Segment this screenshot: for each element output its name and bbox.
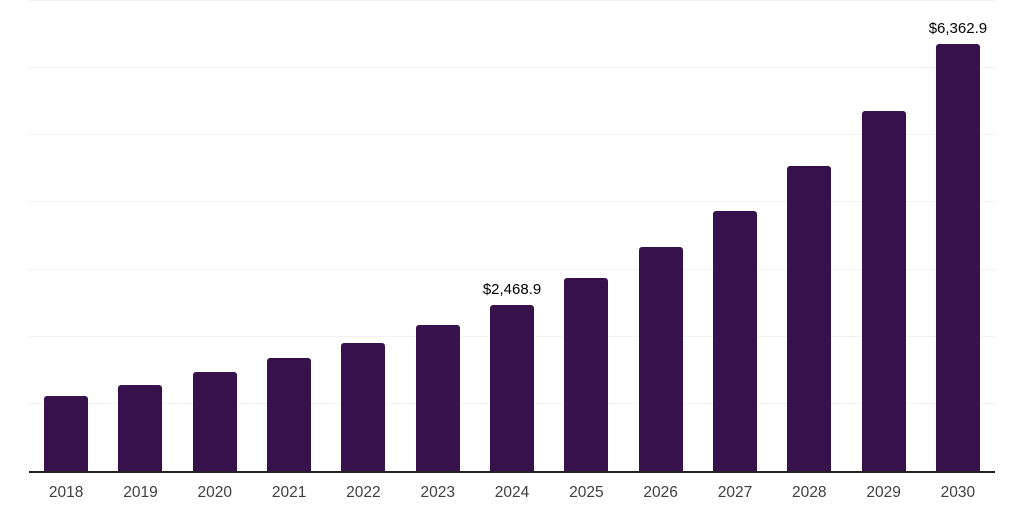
- gridline-3000: [29, 268, 995, 270]
- x-tick-label-2026: 2026: [643, 484, 678, 501]
- bar-slot-2020: [178, 1, 252, 471]
- bar-2029: [861, 111, 906, 471]
- bar-slot-2027: [698, 1, 772, 471]
- x-axis-labels: 2018 2019 2020 2021 2022 2023 2024 2025 2026 2027…: [29, 484, 995, 503]
- bar-slot-2024: $2,468.9: [475, 1, 549, 471]
- bar-slot-2030: $6,362.9: [921, 1, 995, 471]
- bar-2018: [44, 396, 89, 471]
- x-tick-label-2029: 2029: [866, 484, 901, 501]
- value-label-2024: $2,468.9: [482, 281, 542, 299]
- bar-slot-2026: [624, 1, 698, 471]
- bars-container: $2,468.9 $6,362.9: [29, 1, 995, 471]
- bar-slot-2023: [401, 1, 475, 471]
- x-tick-label-2030: 2030: [940, 484, 976, 501]
- bar-slot-2029: [846, 1, 920, 471]
- bar-2023: [415, 325, 460, 471]
- x-tick-label-2019: 2019: [123, 484, 158, 501]
- bar-slot-2022: [326, 1, 400, 471]
- x-tick-label-2023: 2023: [420, 484, 455, 501]
- bar-2028: [787, 165, 832, 471]
- bar-2019: [118, 385, 163, 471]
- x-tick-label-2027: 2027: [717, 484, 753, 501]
- bar-2024: [490, 305, 535, 471]
- bar-slot-2019: [103, 1, 177, 471]
- x-tick-label-2025: 2025: [569, 484, 604, 501]
- x-tick-label-2021: 2021: [271, 484, 307, 501]
- bar-2022: [341, 342, 386, 471]
- gridline-6000: [29, 67, 995, 69]
- bar-2021: [267, 358, 312, 471]
- value-label-2030: $6,362.9: [928, 19, 988, 37]
- bar-2025: [564, 278, 609, 471]
- bar-2020: [192, 371, 237, 471]
- x-axis-line: [29, 471, 995, 473]
- bar-2027: [712, 210, 757, 471]
- bar-2030: [935, 43, 980, 471]
- plot-area: $2,468.9 $6,362.9: [29, 0, 995, 473]
- bar-slot-2018: [29, 1, 103, 471]
- x-tick-label-2028: 2028: [792, 484, 827, 501]
- x-tick-label-2020: 2020: [197, 484, 233, 501]
- bar-slot-2028: [772, 1, 846, 471]
- x-tick-label-2022: 2022: [346, 484, 381, 501]
- gridline-5000: [29, 134, 995, 136]
- x-tick-label-2018: 2018: [48, 484, 84, 501]
- bar-2026: [638, 246, 683, 471]
- x-tick-label-2024: 2024: [494, 484, 530, 501]
- bar-slot-2021: [252, 1, 326, 471]
- bar-slot-2025: [549, 1, 623, 471]
- gridline-7000: [29, 0, 995, 1]
- gridline-4000: [29, 201, 995, 203]
